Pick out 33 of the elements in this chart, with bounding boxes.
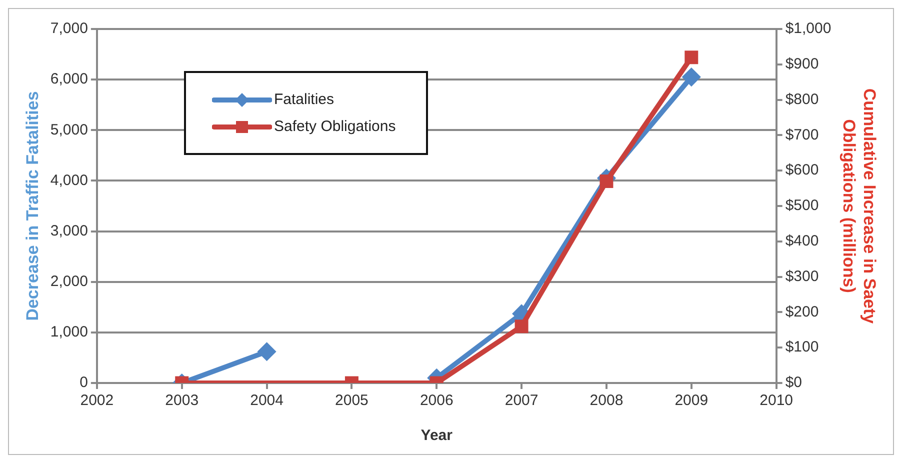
x-tick-label: 2007 <box>504 392 538 410</box>
x-tick-label: 2009 <box>674 392 708 410</box>
x-tick-label: 2010 <box>760 392 794 410</box>
y2-tick-label: $1,000 <box>785 20 832 38</box>
y-tick-label: 0 <box>80 374 88 392</box>
y2-tick-label: $600 <box>785 162 819 179</box>
y2-tick-label: $200 <box>785 303 819 320</box>
y-tick-label: 1,000 <box>50 324 88 341</box>
x-tick-label: 2004 <box>250 392 284 410</box>
y2-axis-title: Cumulative Increase in Saety Obligations (millions) <box>840 88 880 324</box>
x-tick-label: 2008 <box>590 392 624 410</box>
x-tick-label: 2006 <box>420 392 454 410</box>
x-tick-label: 2005 <box>335 392 368 410</box>
y2-tick-label: $700 <box>785 126 819 144</box>
x-tick-label: 2002 <box>80 392 114 410</box>
y2-tick-label: $300 <box>785 268 819 285</box>
y2-tick-label: $900 <box>785 56 819 73</box>
y-tick-label: 3,000 <box>50 222 88 240</box>
y-tick-label: 2,000 <box>50 273 88 290</box>
legend-label: Fatalities <box>274 91 334 108</box>
legend-label: Safety Obligations <box>274 118 396 135</box>
y-axis-title: Decrease in Traffic Fatalities <box>22 91 42 321</box>
y2-tick-label: $800 <box>785 90 819 108</box>
y2-tick-label: $400 <box>785 232 819 250</box>
y-tick-label: 7,000 <box>50 20 88 38</box>
y-tick-label: 6,000 <box>50 70 88 88</box>
x-axis-title: Year <box>420 427 453 444</box>
y-tick-label: 5,000 <box>50 121 88 138</box>
x-tick-label: 2003 <box>165 392 199 410</box>
y2-tick-label: $100 <box>785 338 819 356</box>
y2-tick-label: $500 <box>785 197 819 214</box>
y2-tick-label: $0 <box>785 374 802 392</box>
y-tick-label: 4,000 <box>50 172 88 189</box>
